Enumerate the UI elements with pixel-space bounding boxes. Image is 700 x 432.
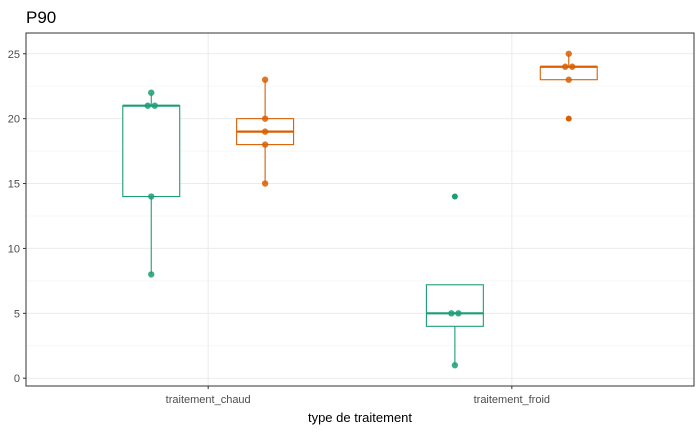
y-tick-label: 5 bbox=[14, 308, 20, 320]
x-tick-label: traitement_froid bbox=[474, 394, 550, 406]
box-group bbox=[236, 76, 295, 187]
data-point bbox=[448, 310, 455, 317]
data-point bbox=[261, 128, 269, 135]
x-tick-label: traitement_chaud bbox=[166, 394, 251, 406]
data-point bbox=[261, 141, 269, 148]
data-point bbox=[261, 180, 269, 187]
data-point bbox=[148, 89, 155, 96]
data-point bbox=[569, 63, 576, 70]
major-gridlines bbox=[26, 33, 694, 386]
data-point bbox=[148, 193, 155, 200]
data-point bbox=[261, 115, 269, 122]
data-point bbox=[562, 63, 569, 70]
data-point bbox=[148, 271, 155, 278]
data-point bbox=[565, 50, 572, 57]
panel-border bbox=[25, 32, 695, 387]
box-group bbox=[539, 50, 598, 122]
y-tick-label: 0 bbox=[14, 373, 20, 385]
outlier-point bbox=[451, 193, 458, 200]
outlier-point bbox=[565, 115, 572, 122]
x-axis-ticks: traitement_chaud traitement_froid bbox=[166, 386, 550, 406]
chart-title: P90 bbox=[26, 8, 56, 27]
box-group bbox=[122, 89, 181, 278]
plot-marks bbox=[122, 50, 598, 369]
y-tick-label: 25 bbox=[8, 49, 20, 61]
data-point bbox=[151, 102, 158, 109]
data-point bbox=[451, 362, 459, 369]
box bbox=[122, 105, 181, 198]
box-group bbox=[425, 193, 484, 369]
y-axis-ticks: 0 5 10 15 20 25 bbox=[8, 49, 26, 385]
data-point bbox=[455, 310, 462, 317]
x-axis-title: type de traitement bbox=[308, 410, 412, 425]
data-point bbox=[565, 76, 572, 83]
box bbox=[425, 284, 484, 327]
data-point bbox=[261, 76, 269, 83]
y-tick-label: 10 bbox=[8, 243, 20, 255]
data-point bbox=[144, 102, 151, 109]
y-tick-label: 15 bbox=[8, 179, 20, 191]
y-tick-label: 20 bbox=[8, 114, 20, 126]
